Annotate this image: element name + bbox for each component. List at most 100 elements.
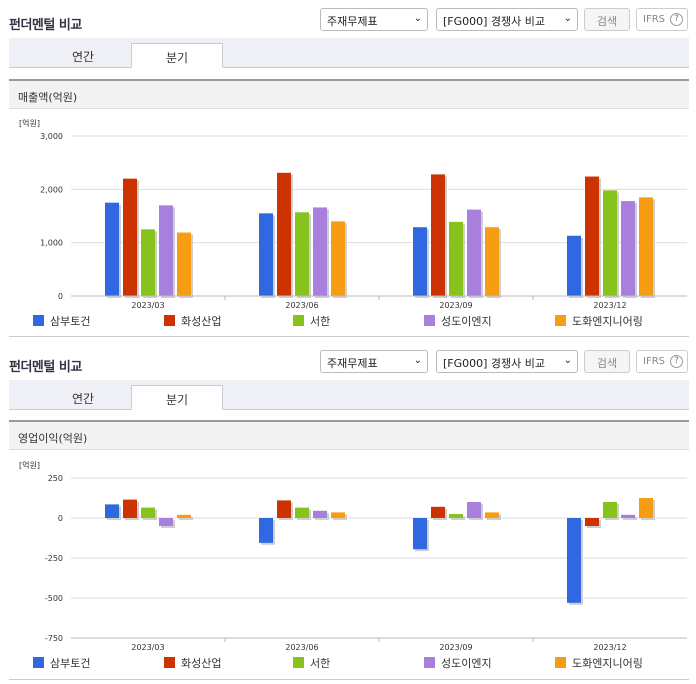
x-tick-label: 2023/06 — [285, 643, 318, 652]
divider — [9, 679, 689, 680]
tab-quarterly[interactable]: 분기 — [131, 385, 223, 410]
bar — [567, 235, 581, 296]
y-tick-label: -500 — [45, 594, 63, 603]
bar — [639, 197, 653, 296]
comparison-value: [FG000] 경쟁사 비교 — [443, 15, 546, 28]
legend-swatch — [164, 315, 175, 326]
y-tick-label: 0 — [58, 514, 63, 523]
chevron-down-icon: ⌄ — [413, 355, 422, 366]
bar — [177, 232, 191, 296]
bar-shadow — [623, 516, 637, 520]
bar — [467, 209, 481, 296]
unit-label: [억원] — [19, 460, 40, 470]
bar — [431, 506, 445, 518]
legend-swatch — [164, 657, 175, 668]
bar — [485, 512, 499, 518]
bar — [177, 514, 191, 518]
tab-annual[interactable]: 연간 — [71, 392, 95, 406]
bar — [567, 518, 581, 603]
ifrs-label: IFRS — [643, 356, 665, 367]
panel-header: 펀더멘털 비교 주재무제표 ⌄ [FG000] 경쟁사 비교 ⌄ 검색 IFRS… — [0, 350, 696, 380]
panel-title: 펀더멘털 비교 — [9, 18, 82, 33]
bar — [141, 507, 155, 518]
bar — [105, 504, 119, 518]
legend-swatch — [424, 657, 435, 668]
x-tick-label: 2023/06 — [285, 301, 318, 310]
y-tick-label: -750 — [45, 634, 63, 643]
bar — [485, 227, 499, 296]
chevron-down-icon: ⌄ — [563, 355, 572, 366]
y-tick-label: 250 — [48, 474, 63, 483]
comparison-value: [FG000] 경쟁사 비교 — [443, 357, 546, 370]
bar — [159, 518, 173, 526]
bar — [413, 518, 427, 550]
bar — [621, 201, 635, 296]
bar — [295, 212, 309, 296]
y-tick-label: 2,000 — [40, 185, 63, 194]
bar — [313, 510, 327, 518]
y-tick-label: 3,000 — [40, 132, 63, 141]
bar — [413, 227, 427, 296]
legend-label: 성도이엔지 — [441, 315, 492, 328]
search-button[interactable]: 검색 — [584, 8, 630, 31]
bar — [105, 202, 119, 296]
bar — [141, 229, 155, 296]
statement-type-select[interactable]: 주재무제표 ⌄ — [320, 8, 428, 31]
chevron-down-icon: ⌄ — [413, 13, 422, 24]
y-tick-label: 0 — [58, 292, 63, 301]
bar — [585, 176, 599, 296]
comparison-select[interactable]: [FG000] 경쟁사 비교 ⌄ — [436, 8, 578, 31]
legend-label: 성도이엔지 — [441, 657, 492, 670]
legend-label: 삼부토건 — [50, 315, 90, 328]
legend-label: 서한 — [310, 657, 330, 670]
statement-type-select[interactable]: 주재무제표 ⌄ — [320, 350, 428, 373]
chart-subtitle: 영업이익(억원) — [9, 420, 689, 450]
bar — [159, 205, 173, 296]
bar — [295, 507, 309, 518]
ifrs-help-button[interactable]: IFRS ? — [636, 8, 688, 31]
x-tick-label: 2023/12 — [593, 301, 626, 310]
operating-profit-chart-container: [억원] 250 0 -250 -500 -750 2023/03 2023/06 2023/0… — [9, 453, 689, 677]
bar — [123, 178, 137, 296]
bar — [603, 502, 617, 518]
ifrs-label: IFRS — [643, 14, 665, 25]
bar — [431, 174, 445, 296]
bar — [603, 190, 617, 296]
legend-label: 화성산업 — [181, 657, 221, 670]
bar — [259, 518, 273, 543]
bar — [467, 502, 481, 518]
x-tick-label: 2023/09 — [439, 643, 472, 652]
panel-title: 펀더멘털 비교 — [9, 360, 82, 375]
panel-header: 펀더멘털 비교 주재무제표 ⌄ [FG000] 경쟁사 비교 ⌄ 검색 IFRS… — [0, 8, 696, 38]
bar — [313, 207, 327, 296]
search-button[interactable]: 검색 — [584, 350, 630, 373]
bar — [259, 213, 273, 296]
x-tick-label: 2023/12 — [593, 643, 626, 652]
bar — [277, 500, 291, 518]
legend-swatch — [293, 657, 304, 668]
tab-quarterly[interactable]: 분기 — [131, 43, 223, 68]
question-icon: ? — [670, 13, 683, 26]
bar — [449, 221, 463, 296]
period-tabs: 연간 분기 — [9, 38, 689, 68]
bar — [585, 518, 599, 526]
comparison-select[interactable]: [FG000] 경쟁사 비교 ⌄ — [436, 350, 578, 373]
legend-label: 서한 — [310, 315, 330, 328]
x-tick-label: 2023/09 — [439, 301, 472, 310]
chart-subtitle: 매출액(억원) — [9, 79, 689, 109]
tab-annual[interactable]: 연간 — [71, 50, 95, 64]
legend-label: 도화엔지니어링 — [572, 315, 643, 328]
legend-swatch — [555, 315, 566, 326]
revenue-chart-container: [억원] 0 1,000 2,000 3,000 2023/03 2023/06 2023/0… — [9, 112, 689, 334]
y-tick-label: -250 — [45, 554, 63, 563]
operating-profit-chart: [억원] 250 0 -250 -500 -750 2023/03 2023/06 2023/0… — [19, 460, 687, 670]
bar-shadow — [179, 516, 193, 520]
question-icon: ? — [670, 355, 683, 368]
chevron-down-icon: ⌄ — [563, 13, 572, 24]
bar — [331, 221, 345, 296]
y-tick-label: 1,000 — [40, 239, 63, 248]
legend-swatch — [33, 315, 44, 326]
ifrs-help-button[interactable]: IFRS ? — [636, 350, 688, 373]
bar — [331, 512, 345, 518]
bar — [639, 498, 653, 518]
